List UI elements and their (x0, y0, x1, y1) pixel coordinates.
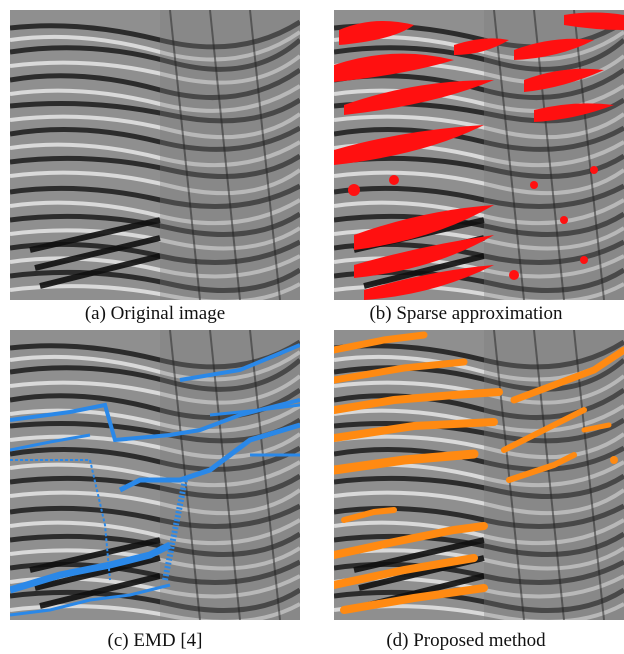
seismic-image-d (334, 330, 624, 620)
caption-d: (d) Proposed method (386, 630, 546, 651)
panel-original-image (10, 10, 300, 300)
red-blob-overlay (334, 12, 624, 300)
seismic-image-c (10, 330, 300, 620)
orange-stroke-overlay (334, 331, 624, 614)
blue-line-overlay (10, 343, 300, 617)
caption-b: (b) Sparse approximation (369, 303, 563, 324)
seismic-image-a (10, 10, 300, 300)
caption-c: (c) EMD [4] (107, 630, 203, 651)
panel-emd (10, 330, 300, 620)
panel-sparse-approximation (334, 10, 624, 300)
panel-proposed-method (334, 330, 624, 620)
caption-a: (a) Original image (84, 303, 226, 324)
seismic-image-b (334, 10, 624, 300)
